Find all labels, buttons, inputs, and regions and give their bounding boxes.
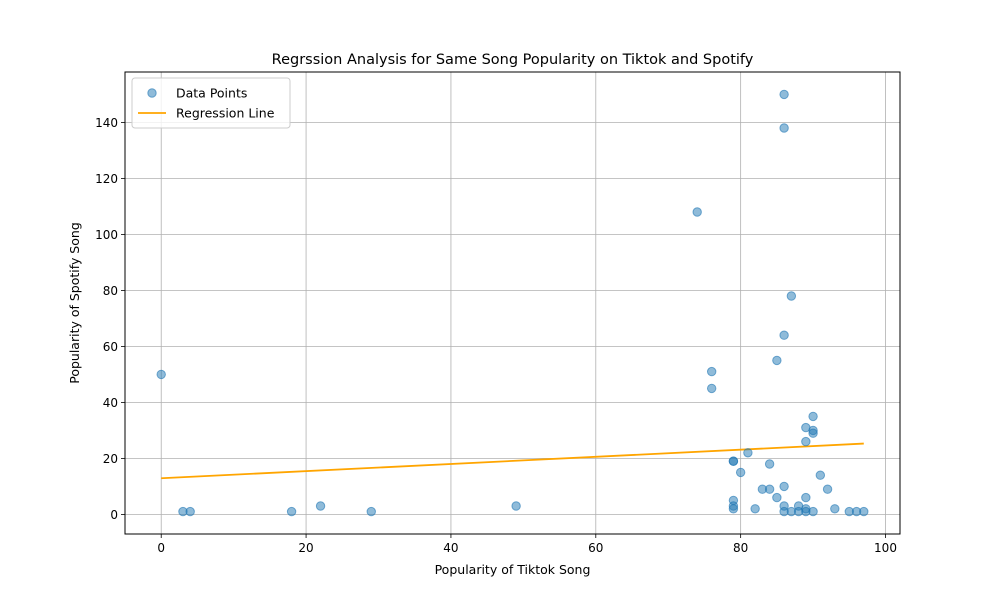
data-point xyxy=(830,504,840,514)
y-tick-label: 40 xyxy=(103,396,118,410)
legend-label-regression-line: Regression Line xyxy=(176,106,275,121)
x-tick-label: 40 xyxy=(443,541,458,555)
x-tick-label: 20 xyxy=(298,541,313,555)
chart-title: Regrssion Analysis for Same Song Popular… xyxy=(272,52,754,68)
axis-ticks: 0 20 40 60 80 100 0 20 40 60 80 100 120 140 xyxy=(95,116,897,555)
y-tick-label: 80 xyxy=(103,284,118,298)
data-point xyxy=(779,330,789,340)
data-point xyxy=(772,355,782,366)
data-point xyxy=(779,481,789,492)
data-point xyxy=(779,89,789,100)
data-point xyxy=(822,484,833,494)
legend: Data Points Regression Line xyxy=(131,77,291,129)
data-point xyxy=(764,484,775,494)
data-point xyxy=(286,506,297,517)
x-tick-label: 100 xyxy=(874,541,897,555)
data-point xyxy=(728,504,739,514)
data-point xyxy=(692,207,702,217)
data-point xyxy=(779,123,789,133)
legend-box xyxy=(131,77,291,129)
x-tick-label: 80 xyxy=(733,541,748,555)
y-axis-label: Popularity of Spotify Song xyxy=(67,222,82,384)
y-tick-label: 60 xyxy=(103,340,118,354)
data-point xyxy=(366,506,376,517)
data-point xyxy=(801,492,811,503)
y-tick-label: 120 xyxy=(95,172,118,186)
y-tick-label: 0 xyxy=(110,508,118,522)
y-tick-label: 100 xyxy=(95,228,118,242)
data-point xyxy=(706,366,717,377)
plot-frame xyxy=(124,71,901,535)
data-point xyxy=(743,448,753,458)
grid xyxy=(125,72,900,534)
data-point xyxy=(750,504,760,514)
data-point xyxy=(185,506,195,517)
data-point xyxy=(772,492,782,503)
data-point xyxy=(764,459,775,469)
y-tick-label: 140 xyxy=(95,116,118,130)
x-tick-label: 60 xyxy=(588,541,603,555)
data-point xyxy=(815,470,826,480)
data-point xyxy=(808,411,818,422)
data-point xyxy=(786,291,797,301)
x-axis-label: Popularity of Tiktok Song xyxy=(435,562,591,577)
legend-label-data-points: Data Points xyxy=(176,86,247,101)
y-tick-label: 20 xyxy=(103,452,118,466)
data-point xyxy=(808,428,818,438)
data-point xyxy=(808,506,818,517)
data-point xyxy=(156,369,166,380)
x-tick-label: 0 xyxy=(157,541,165,555)
data-point xyxy=(728,456,739,466)
data-point xyxy=(315,501,326,511)
data-point xyxy=(511,501,521,511)
data-point xyxy=(706,383,717,394)
data-points-layer xyxy=(156,89,869,517)
data-point xyxy=(735,467,746,478)
legend-marker-data-points xyxy=(147,88,157,98)
data-point xyxy=(859,506,869,517)
data-point xyxy=(801,436,811,447)
